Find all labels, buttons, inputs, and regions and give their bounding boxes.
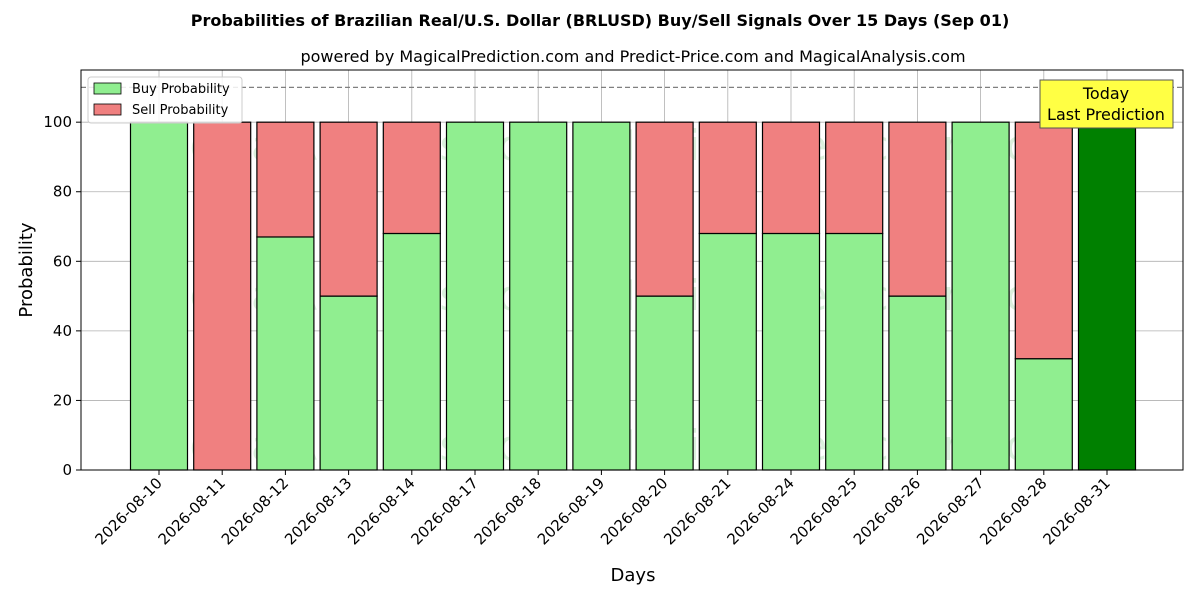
x-tick-label: 2026-08-25 bbox=[787, 474, 861, 548]
legend-swatch-sell bbox=[93, 103, 122, 116]
bars bbox=[129, 121, 1137, 471]
x-axis-ticks: 2026-08-102026-08-112026-08-122026-08-13… bbox=[91, 470, 1114, 548]
buy-bar-2026-08-18 bbox=[509, 121, 568, 471]
x-tick-label: 2026-08-24 bbox=[723, 474, 797, 548]
buy-bar-2026-08-17 bbox=[445, 121, 505, 471]
x-tick-label: 2026-08-18 bbox=[471, 474, 545, 548]
buy-bar-2026-08-13 bbox=[319, 295, 378, 471]
x-tick-label: 2026-08-19 bbox=[534, 474, 608, 548]
y-tick-label: 0 bbox=[62, 461, 72, 479]
x-tick-label: 2026-08-17 bbox=[407, 474, 481, 548]
buy-bar-2026-08-19 bbox=[572, 121, 631, 471]
sell-bar-2026-08-13 bbox=[319, 121, 378, 297]
y-tick-label: 100 bbox=[43, 113, 72, 131]
y-tick-label: 60 bbox=[53, 252, 72, 270]
x-tick-label: 2026-08-13 bbox=[281, 474, 355, 548]
x-axis-label: Days bbox=[611, 565, 656, 586]
x-tick-label: 2026-08-10 bbox=[91, 474, 165, 548]
buy-bar-2026-08-14 bbox=[382, 232, 441, 471]
x-tick-label: 2026-08-28 bbox=[976, 474, 1050, 548]
legend-swatch-buy bbox=[93, 82, 122, 95]
sell-bar-2026-08-20 bbox=[635, 121, 694, 297]
today-annotation-box bbox=[1039, 79, 1174, 129]
x-tick-label: 2026-08-27 bbox=[913, 474, 987, 548]
buy-bar-2026-08-20 bbox=[635, 295, 694, 471]
sell-bar-2026-08-25 bbox=[825, 121, 884, 235]
today-annotation-line2: Last Prediction bbox=[1047, 105, 1165, 124]
x-tick-label: 2026-08-11 bbox=[155, 474, 229, 548]
buy-bar-2026-08-28 bbox=[1014, 358, 1073, 471]
chart-title: Probabilities of Brazilian Real/U.S. Dol… bbox=[191, 11, 1010, 30]
x-tick-label: 2026-08-26 bbox=[850, 474, 924, 548]
buy-bar-2026-08-31 bbox=[1077, 121, 1137, 471]
sell-bar-2026-08-14 bbox=[382, 121, 441, 235]
buy-bar-2026-08-12 bbox=[256, 236, 315, 471]
x-tick-label: 2026-08-20 bbox=[597, 474, 671, 548]
sell-bar-2026-08-28 bbox=[1014, 121, 1073, 360]
y-tick-label: 20 bbox=[53, 391, 72, 409]
sell-bar-2026-08-24 bbox=[761, 121, 821, 235]
x-tick-label: 2026-08-12 bbox=[218, 474, 292, 548]
legend-box bbox=[87, 76, 243, 124]
y-axis-label: Probability bbox=[16, 222, 37, 317]
sell-bar-2026-08-21 bbox=[698, 121, 757, 235]
buy-bar-2026-08-21 bbox=[698, 232, 757, 471]
legend: Buy Probability Sell Probability bbox=[87, 76, 243, 124]
sell-bar-2026-08-12 bbox=[256, 121, 315, 238]
today-annotation: Today Last Prediction bbox=[1039, 79, 1174, 129]
buy-bar-2026-08-24 bbox=[761, 232, 821, 471]
buy-bar-2026-08-10 bbox=[129, 121, 189, 471]
y-axis-ticks: 0 20 40 60 80 100 bbox=[43, 113, 81, 479]
today-annotation-line1: Today bbox=[1082, 84, 1129, 103]
sell-bar-2026-08-26 bbox=[888, 121, 947, 297]
y-tick-label: 40 bbox=[53, 322, 72, 340]
plot-frame bbox=[80, 69, 1184, 471]
x-tick-label: 2026-08-21 bbox=[660, 474, 734, 548]
legend-label-sell: Sell Probability bbox=[132, 103, 229, 118]
buy-bar-2026-08-25 bbox=[825, 232, 884, 471]
legend-label-buy: Buy Probability bbox=[132, 82, 230, 97]
sell-bar-2026-08-11 bbox=[193, 121, 252, 471]
y-tick-label: 80 bbox=[53, 183, 72, 201]
buy-bar-2026-08-27 bbox=[951, 121, 1010, 471]
chart-subtitle: powered by MagicalPrediction.com and Pre… bbox=[300, 47, 965, 66]
buy-bar-2026-08-26 bbox=[888, 295, 947, 471]
x-tick-label: 2026-08-14 bbox=[344, 474, 418, 548]
x-tick-label: 2026-08-31 bbox=[1039, 474, 1113, 548]
